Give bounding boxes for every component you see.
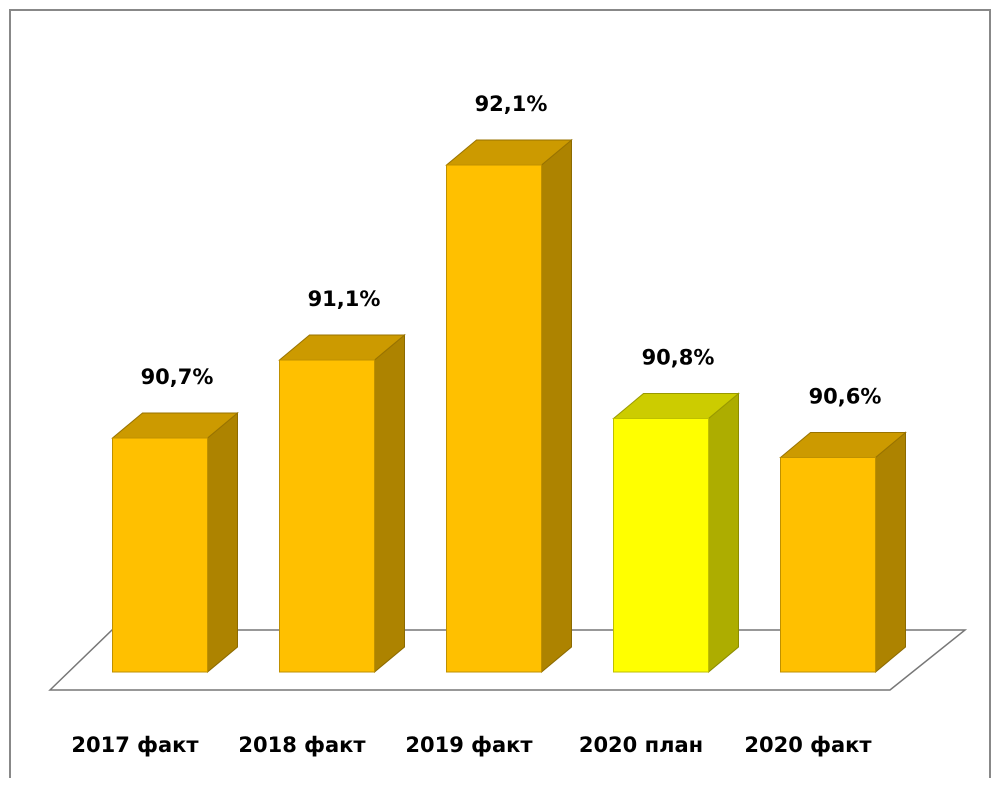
bar-side [207, 411, 238, 674]
value-label: 92,1% [475, 92, 548, 116]
bar-side [708, 392, 739, 674]
chart-border [9, 9, 991, 778]
bar-side [541, 138, 572, 674]
value-label: 90,6% [809, 385, 882, 409]
x-tick-label: 2019 факт [405, 733, 533, 757]
bar-side [374, 333, 405, 674]
bar [446, 164, 542, 673]
x-tick-label: 2018 факт [238, 733, 366, 757]
x-tick-label: 2020 факт [744, 733, 872, 757]
bar [780, 457, 876, 673]
bar [279, 359, 375, 673]
x-tick-label: 2020 план [579, 733, 703, 757]
value-label: 90,7% [141, 365, 214, 389]
bar [613, 418, 709, 673]
bar [112, 437, 208, 673]
value-label: 91,1% [308, 287, 381, 311]
value-label: 90,8% [642, 346, 715, 370]
x-tick-label: 2017 факт [71, 733, 199, 757]
bar-side [875, 431, 906, 674]
